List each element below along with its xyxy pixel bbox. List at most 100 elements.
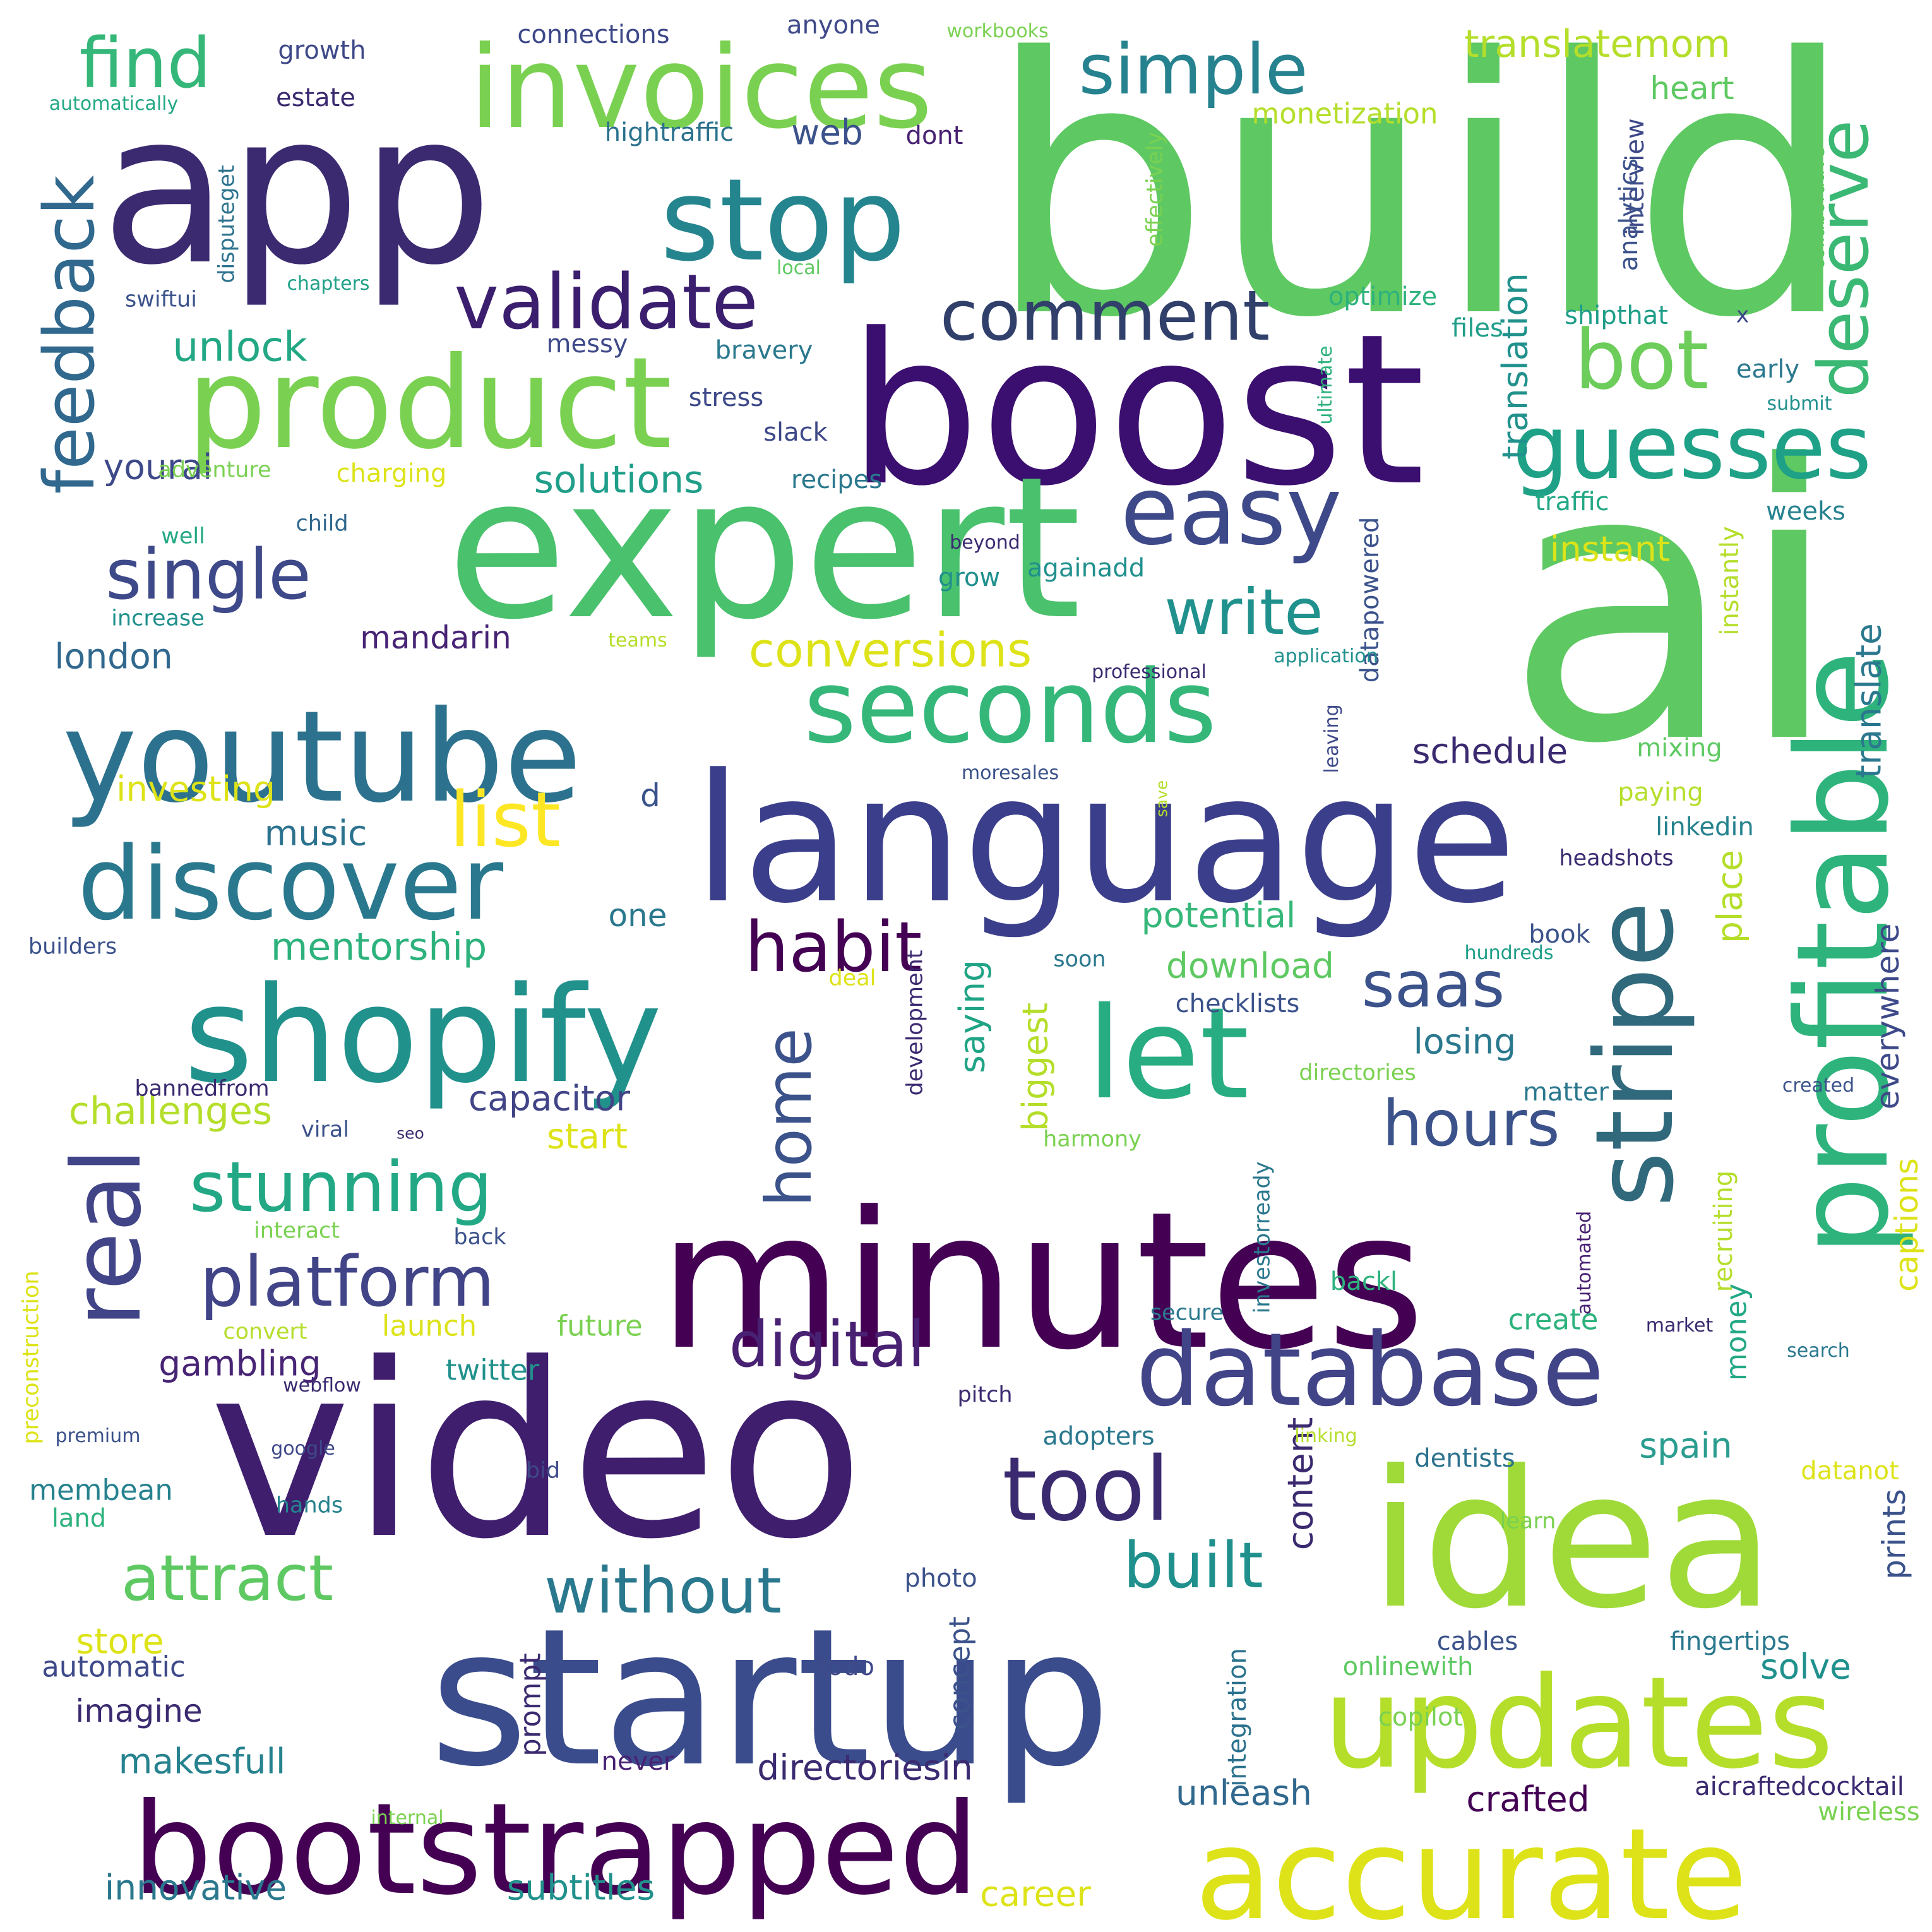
cloud-word: start <box>546 1116 628 1157</box>
cloud-word: captions <box>1888 1158 1925 1292</box>
cloud-word: teams <box>608 629 667 652</box>
cloud-word: analytics <box>1614 158 1643 271</box>
cloud-word: mandarin <box>360 619 511 656</box>
cloud-word: concept <box>943 1616 977 1730</box>
cloud-word: automatically <box>49 93 179 115</box>
cloud-word: video <box>209 1312 864 1592</box>
cloud-word: market <box>1645 1315 1714 1337</box>
cloud-word: stripe <box>1573 901 1698 1208</box>
cloud-word: prints <box>1876 1489 1912 1580</box>
cloud-word: bid <box>525 1458 561 1484</box>
cloud-word: adopters <box>1042 1422 1155 1451</box>
cloud-word: files <box>1452 314 1503 343</box>
cloud-word: biggest <box>1015 1002 1056 1132</box>
cloud-word: without <box>544 1554 782 1628</box>
cloud-word: twitter <box>445 1353 540 1387</box>
cloud-word: expert <box>446 435 1082 663</box>
cloud-word: place <box>1709 850 1750 943</box>
cloud-word: application <box>1273 645 1378 667</box>
cloud-word: chapters <box>287 273 370 295</box>
cloud-word: seo <box>397 1124 424 1143</box>
cloud-word: estate <box>276 83 355 112</box>
cloud-word: career <box>980 1873 1091 1914</box>
cloud-word: paying <box>1618 778 1703 807</box>
cloud-word: professional <box>1092 661 1207 683</box>
cloud-word: ultimate <box>1315 345 1337 425</box>
cloud-word: translate <box>1848 623 1889 778</box>
cloud-word: slack <box>763 418 828 447</box>
cloud-word: find <box>79 23 212 104</box>
cloud-word: database <box>1136 1311 1604 1429</box>
cloud-word: workbooks <box>946 20 1049 42</box>
cloud-word: product <box>186 330 672 477</box>
cloud-word: investorready <box>1249 1161 1275 1314</box>
cloud-word: photo <box>904 1564 977 1593</box>
cloud-word: bot <box>1574 312 1709 408</box>
cloud-word: capacitor <box>468 1078 630 1119</box>
cloud-word: well <box>161 523 205 549</box>
cloud-word: comment <box>939 275 1270 356</box>
cloud-word: premium <box>55 1425 141 1447</box>
cloud-word: music <box>264 813 367 854</box>
cloud-word: launch <box>381 1309 477 1343</box>
cloud-word: minutes <box>658 1171 1426 1392</box>
cloud-word: mentorship <box>270 925 487 969</box>
cloud-word: wireless <box>1818 1798 1920 1827</box>
cloud-word: disputeget <box>214 165 240 283</box>
cloud-word: land <box>51 1504 107 1533</box>
cloud-word: accurate <box>1195 1801 1748 1932</box>
cloud-word: interact <box>254 1218 340 1244</box>
cloud-word: schedule <box>1412 730 1568 772</box>
cloud-word: development <box>902 950 928 1096</box>
cloud-word: todo <box>817 1652 875 1681</box>
cloud-word: habit <box>744 907 922 987</box>
cloud-word: unleash <box>1175 1772 1313 1813</box>
cloud-word: againadd <box>1027 554 1145 583</box>
cloud-word: challenges <box>68 1089 273 1133</box>
cloud-word: one <box>608 897 667 934</box>
cloud-word: subtitles <box>506 1867 655 1908</box>
cloud-word: everywhere <box>1869 923 1906 1110</box>
cloud-word: boost <box>847 289 1426 532</box>
cloud-word: internal <box>371 1807 444 1829</box>
cloud-word: local <box>777 257 821 279</box>
cloud-word: platform <box>200 1241 495 1322</box>
cloud-word: gambling <box>158 1343 321 1384</box>
cloud-word: d <box>640 777 660 814</box>
cloud-word: automated <box>1573 1210 1595 1315</box>
cloud-word: integration <box>1223 1648 1252 1787</box>
cloud-word: headshots <box>1559 845 1674 871</box>
cloud-word: losing <box>1413 1021 1517 1062</box>
cloud-word: connections <box>517 20 670 49</box>
cloud-word: makesfull <box>118 1741 286 1782</box>
cloud-word: grow <box>938 563 1001 592</box>
cloud-word: backl <box>1330 1267 1398 1296</box>
cloud-word: deal <box>828 965 876 991</box>
cloud-word: idea <box>1369 1430 1775 1650</box>
cloud-word: secure <box>1150 1300 1224 1326</box>
cloud-word: imagine <box>75 1693 203 1729</box>
cloud-word: recipes <box>790 465 883 494</box>
cloud-word: increase <box>111 605 205 631</box>
cloud-word: convert <box>223 1319 307 1345</box>
cloud-word: book <box>1529 920 1590 949</box>
cloud-word: growth <box>278 36 366 65</box>
cloud-word: charging <box>336 459 447 488</box>
cloud-word: prompt <box>513 1653 547 1756</box>
cloud-word: stress <box>688 383 764 412</box>
cloud-word: solve <box>1760 1646 1851 1687</box>
cloud-word: effectively <box>1142 131 1168 247</box>
cloud-word: google <box>271 1438 335 1460</box>
cloud-word: aicraftedcocktail <box>1695 1772 1904 1801</box>
cloud-word: digital <box>729 1308 926 1381</box>
cloud-word: collaborative <box>1807 146 1829 270</box>
cloud-word: guesses <box>1512 397 1872 499</box>
cloud-word: potential <box>1141 895 1296 936</box>
cloud-word: validate <box>454 259 758 347</box>
cloud-word: harmony <box>1043 1126 1142 1152</box>
cloud-word: bannedfrom <box>134 1076 270 1102</box>
cloud-word: checklists <box>1175 989 1300 1018</box>
cloud-word: store <box>76 1621 164 1662</box>
cloud-word: investing <box>116 768 275 809</box>
